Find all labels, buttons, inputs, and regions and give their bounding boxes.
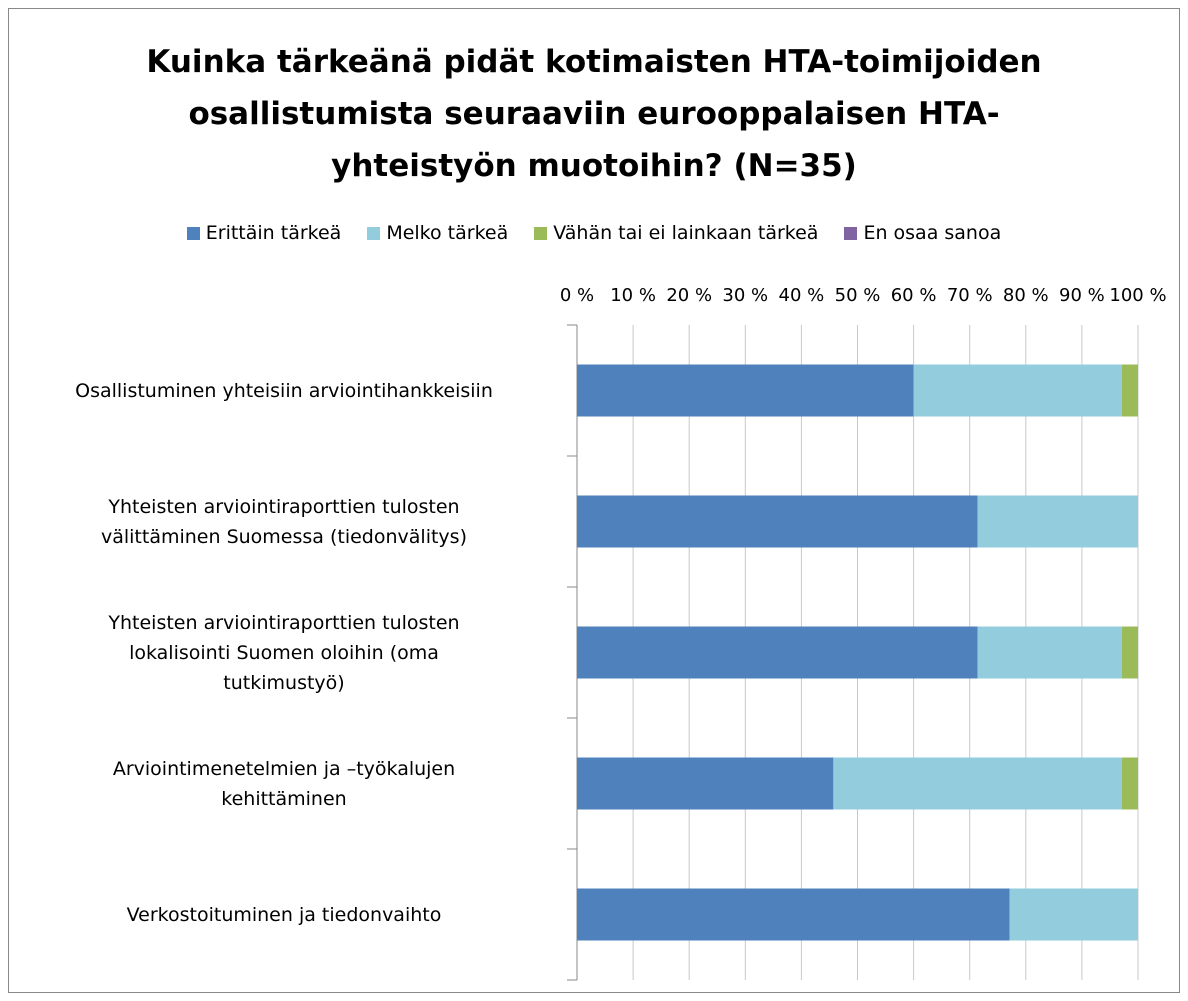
bar-segment	[577, 626, 978, 679]
category-label: Arviointimenetelmien ja –työkalujen kehi…	[112, 757, 456, 810]
bar-segment	[577, 495, 978, 548]
legend-item: Vähän tai ei lainkaan tärkeä	[534, 222, 818, 244]
chart-frame	[8, 8, 1180, 993]
category-label: Verkostoituminen ja tiedonvaihto	[126, 903, 442, 926]
legend-item: Erittäin tärkeä	[186, 222, 342, 244]
bar-segment	[577, 757, 834, 810]
x-tick-label: 90 %	[1059, 285, 1105, 306]
bar-segment	[577, 888, 1010, 941]
x-tick-label: 70 %	[947, 285, 993, 306]
legend-label: Erittäin tärkeä	[205, 222, 342, 244]
x-tick-label: 30 %	[722, 285, 768, 306]
legend: Erittäin tärkeä Melko tärkeä Vähän tai ei …	[0, 222, 1188, 244]
x-tick-label: 80 %	[1003, 285, 1049, 306]
x-tick-label: 100 %	[1109, 285, 1166, 306]
category-label: Yhteisten arviointiraporttien tulosten l…	[108, 611, 460, 694]
legend-label: Vähän tai ei lainkaan tärkeä	[553, 222, 819, 244]
bar-segment	[577, 364, 914, 417]
legend-swatch	[367, 226, 381, 240]
legend-item: Melko tärkeä	[367, 222, 508, 244]
legend-swatch	[186, 226, 200, 240]
bar-segment	[913, 364, 1122, 417]
bar-segment	[833, 757, 1122, 810]
x-tick-label: 10 %	[610, 285, 656, 306]
bar-segment	[977, 626, 1122, 679]
x-tick-label: 0 %	[560, 285, 594, 306]
x-tick-label: 60 %	[891, 285, 937, 306]
bar-segment	[1121, 364, 1138, 417]
category-label: Yhteisten arviointiraporttien tulosten v…	[100, 495, 467, 548]
legend-label: En osaa sanoa	[863, 222, 1002, 244]
category-label: Osallistuminen yhteisiin arviointihankke…	[75, 379, 493, 402]
legend-item: En osaa sanoa	[844, 222, 1001, 244]
legend-swatch	[844, 226, 858, 240]
chart-title: Kuinka tärkeänä pidät kotimaisten HTA-to…	[146, 44, 1042, 184]
x-tick-label: 40 %	[779, 285, 825, 306]
x-tick-label: 20 %	[666, 285, 712, 306]
bar-segment	[1121, 626, 1138, 679]
bar-segment	[1009, 888, 1138, 941]
x-tick-label: 50 %	[835, 285, 881, 306]
bar-segment	[977, 495, 1138, 548]
legend-swatch	[534, 226, 548, 240]
bar-segment	[1121, 757, 1138, 810]
legend-label: Melko tärkeä	[386, 222, 509, 244]
